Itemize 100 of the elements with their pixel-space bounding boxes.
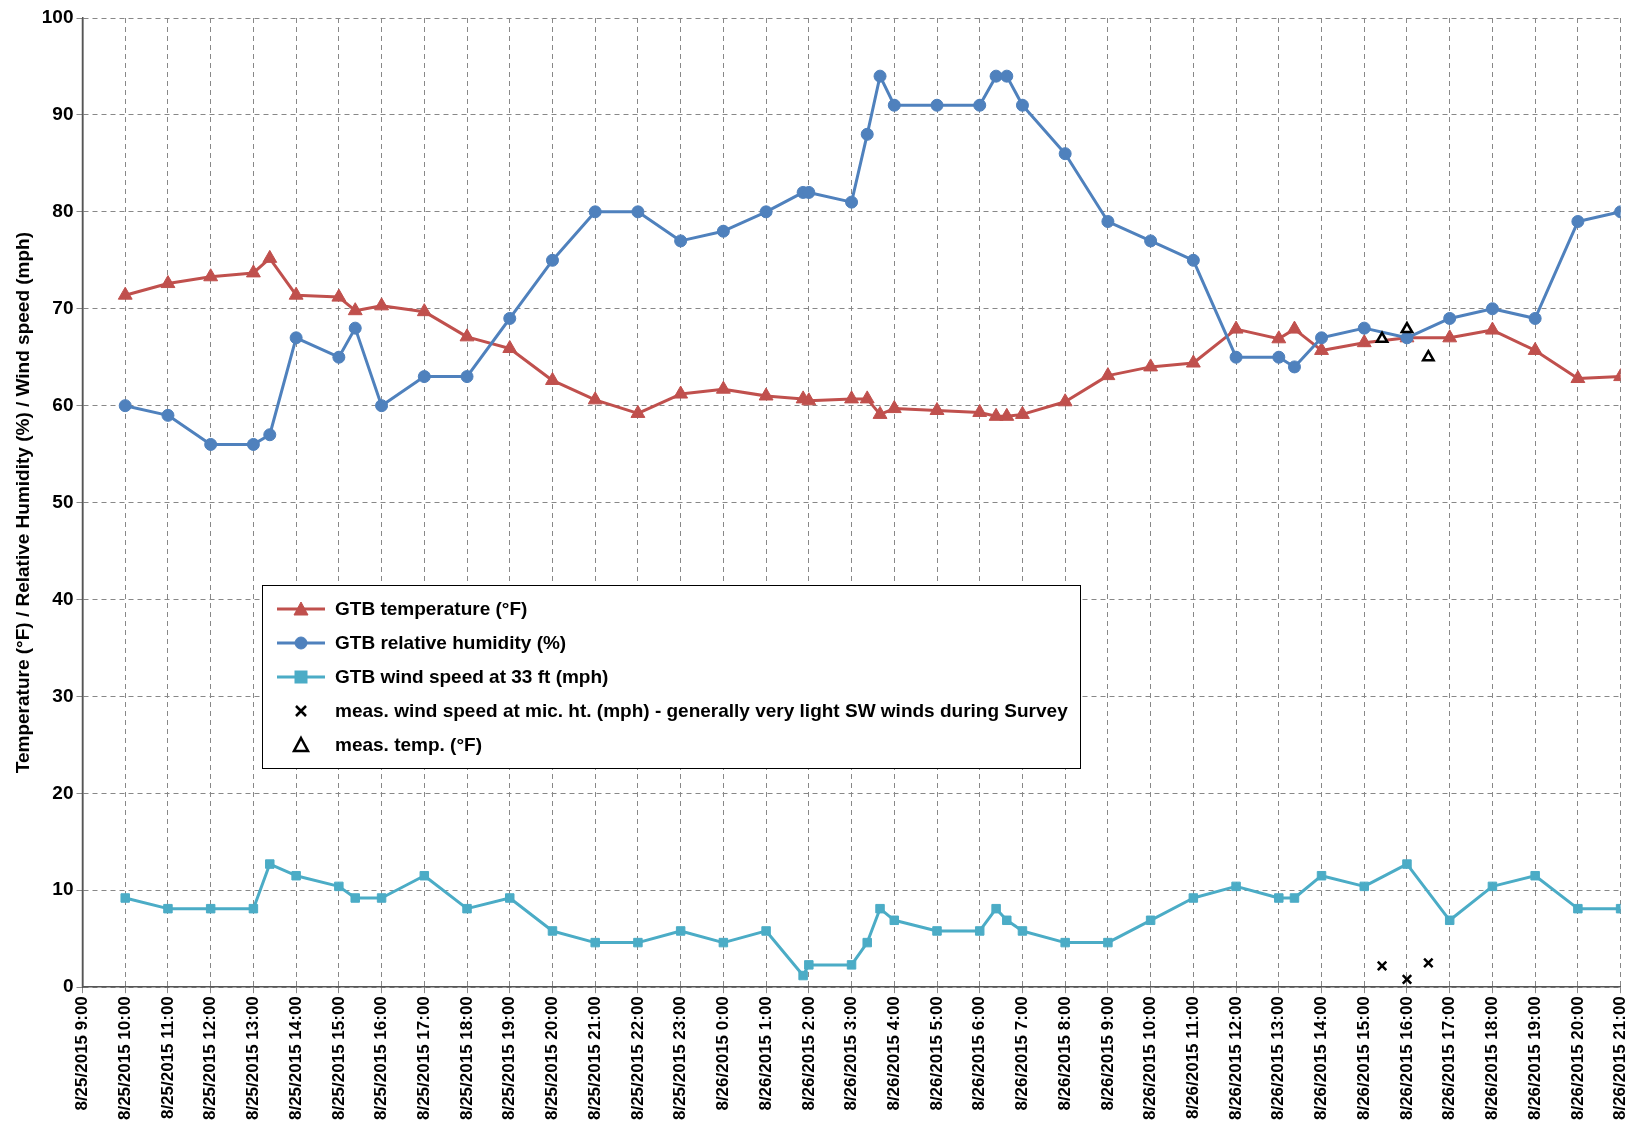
- x-tick-label: 8/26/2015 4:00: [883, 996, 903, 1111]
- point: [1357, 321, 1371, 335]
- point: [633, 937, 643, 948]
- x-tick-label: 8/25/2015 15:00: [328, 996, 348, 1121]
- y-tick-label: 80: [52, 200, 74, 222]
- point: [1444, 915, 1455, 926]
- point: [758, 387, 774, 401]
- point: [265, 859, 275, 869]
- point: [846, 960, 857, 970]
- point: [590, 937, 600, 948]
- legend-label: GTB wind speed at 33 ft (mph): [335, 666, 609, 688]
- point: [459, 328, 475, 342]
- point: [1289, 893, 1300, 903]
- point: [1485, 321, 1500, 335]
- x-tick-label: 8/25/2015 14:00: [285, 996, 305, 1121]
- x-tick-label: 8/25/2015 10:00: [114, 996, 134, 1121]
- point: [374, 297, 389, 311]
- x-tick-label: 8/26/2015 0:00: [713, 996, 733, 1111]
- point: [1000, 69, 1014, 83]
- point: [1376, 960, 1388, 972]
- point: [1228, 320, 1244, 334]
- point: [545, 371, 560, 385]
- point: [932, 926, 942, 936]
- y-tick-label: 20: [52, 781, 74, 803]
- point: [1057, 393, 1073, 407]
- point: [1485, 302, 1499, 316]
- y-tick-label: 70: [52, 296, 74, 318]
- legend-label: meas. temp. (°F): [335, 734, 482, 756]
- point: [1487, 881, 1498, 892]
- point: [1287, 360, 1301, 374]
- point: [1229, 350, 1243, 364]
- x-tick-label: 8/25/2015 23:00: [670, 996, 690, 1121]
- point: [376, 893, 387, 903]
- x-tick-label: 8/26/2015 13:00: [1268, 996, 1288, 1121]
- point: [988, 407, 1004, 421]
- x-tick-label: 8/26/2015 16:00: [1396, 996, 1416, 1121]
- point: [715, 380, 731, 394]
- point: [1100, 367, 1116, 381]
- point: [844, 390, 859, 404]
- point: [761, 926, 771, 936]
- point: [873, 69, 887, 83]
- legend-label: GTB relative humidity (%): [335, 632, 567, 654]
- x-tick-label: 8/25/2015 21:00: [584, 996, 604, 1121]
- y-tick-label: 30: [52, 684, 74, 706]
- point: [120, 893, 130, 903]
- point: [117, 286, 133, 300]
- point: [872, 405, 888, 419]
- point: [1401, 973, 1413, 985]
- y-tick-label: 10: [52, 878, 74, 900]
- x-tick-label: 8/26/2015 6:00: [969, 996, 989, 1111]
- point: [875, 903, 885, 914]
- x-tick-label: 8/25/2015 16:00: [371, 996, 391, 1121]
- y-tick-label: 90: [52, 103, 74, 125]
- point: [1103, 937, 1113, 948]
- y-tick-label: 40: [52, 587, 74, 609]
- point: [1188, 893, 1199, 903]
- point: [1530, 870, 1540, 881]
- point: [675, 926, 686, 936]
- point: [1315, 331, 1329, 345]
- point: [1015, 98, 1029, 112]
- point: [798, 970, 808, 981]
- point: [1287, 320, 1302, 334]
- x-tick-label: 8/25/2015 13:00: [243, 996, 263, 1121]
- y-axis-title: Temperature (°F) / Relative Humidity (%) / Wind speed (mph): [11, 231, 33, 774]
- x-tick-label: 8/26/2015 1:00: [755, 996, 775, 1111]
- point: [1058, 147, 1072, 161]
- x-tick-label: 8/26/2015 7:00: [1012, 996, 1032, 1111]
- point: [350, 893, 360, 903]
- point: [1443, 311, 1457, 325]
- point: [160, 275, 176, 289]
- point: [716, 224, 730, 238]
- point: [118, 399, 132, 413]
- y-tick-label: 0: [62, 975, 74, 997]
- point: [929, 402, 945, 416]
- point: [1422, 957, 1434, 969]
- point: [674, 234, 688, 248]
- point: [288, 286, 304, 300]
- point: [1570, 370, 1586, 384]
- x-tick-label: 8/25/2015 17:00: [413, 996, 433, 1121]
- x-tick-label: 8/26/2015 5:00: [926, 996, 946, 1111]
- point: [889, 915, 900, 926]
- point: [991, 903, 1001, 914]
- point: [974, 926, 985, 936]
- point: [801, 392, 817, 406]
- x-tick-label: 8/25/2015 11:00: [157, 996, 177, 1120]
- point: [845, 195, 859, 209]
- x-tick-label: 8/26/2015 18:00: [1482, 996, 1502, 1121]
- point: [587, 391, 603, 405]
- point: [347, 302, 363, 316]
- point: [462, 903, 472, 914]
- point: [1356, 334, 1372, 348]
- x-tick-label: 8/26/2015 17:00: [1439, 996, 1459, 1121]
- point: [859, 390, 875, 404]
- point: [1186, 253, 1200, 267]
- point: [262, 249, 278, 263]
- point: [503, 311, 517, 325]
- point: [460, 370, 474, 384]
- point: [887, 98, 901, 112]
- point: [502, 339, 518, 353]
- point: [930, 98, 944, 112]
